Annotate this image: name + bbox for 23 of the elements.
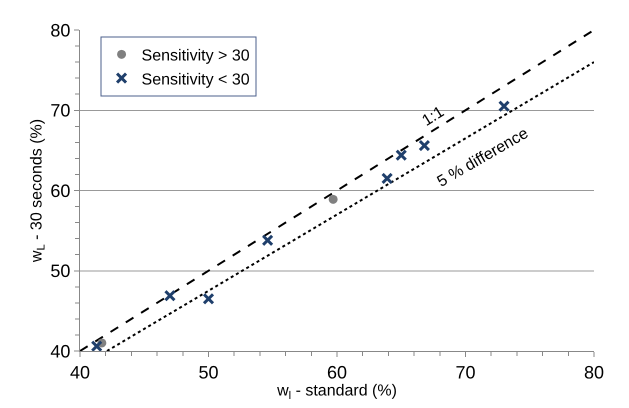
y-tick-label: 70 — [50, 100, 70, 121]
point — [498, 100, 510, 112]
x-tick-label: 70 — [455, 362, 476, 383]
y-tick-label: 50 — [50, 261, 70, 282]
x-tick-label: 50 — [198, 362, 219, 383]
x-tick-label: 60 — [326, 362, 348, 383]
y-tick-label: 80 — [50, 20, 70, 40]
point — [381, 172, 394, 184]
point — [262, 234, 274, 246]
point — [328, 194, 338, 204]
y-tick-label: 60 — [50, 180, 70, 201]
point — [90, 340, 103, 351]
x-tick-label: 40 — [70, 362, 90, 383]
point — [202, 292, 214, 305]
x-tick-label: 80 — [584, 362, 604, 383]
point — [418, 140, 430, 152]
x-axis-title: w$_{l}$ - standard (%) — [276, 382, 397, 402]
point — [395, 149, 408, 162]
legend-label: Sensitivity < 30 — [142, 71, 250, 88]
point — [164, 290, 176, 302]
y-tick-label: 40 — [50, 341, 70, 362]
annotation: 1:1 — [419, 103, 448, 130]
legend-label: Sensitivity > 30 — [142, 48, 250, 65]
